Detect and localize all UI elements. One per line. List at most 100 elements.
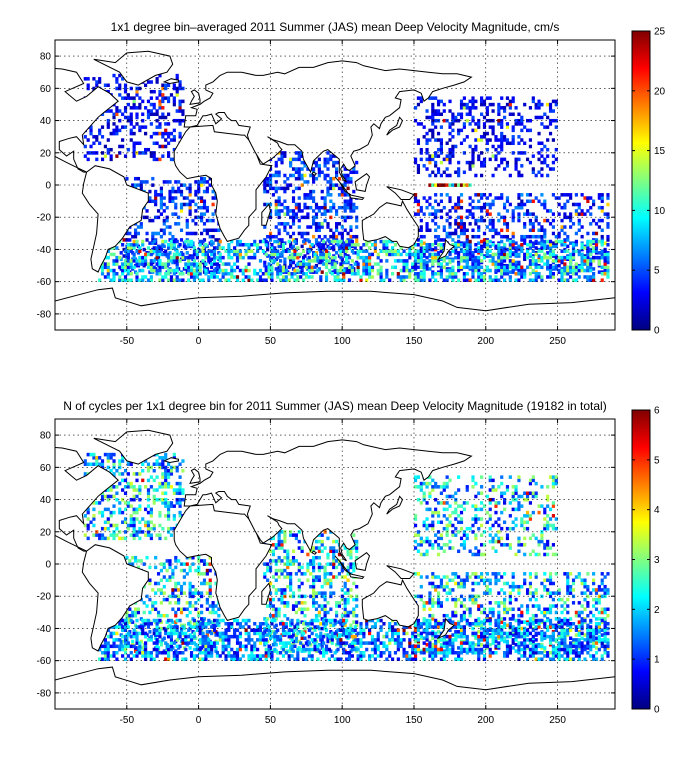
data-cell — [158, 514, 162, 518]
data-cell — [355, 225, 359, 229]
data-cell — [330, 239, 334, 244]
data-cell — [462, 539, 466, 544]
data-cell — [477, 262, 481, 266]
data-cell — [287, 265, 291, 270]
data-cell — [202, 572, 207, 576]
data-cell — [488, 125, 492, 129]
data-cell — [162, 613, 166, 618]
data-cell — [600, 278, 604, 282]
data-cell — [279, 278, 283, 282]
data-cell — [178, 131, 182, 136]
data-cell — [135, 472, 139, 476]
data-cell — [448, 268, 452, 273]
data-cell — [445, 485, 449, 489]
data-cell — [235, 243, 240, 247]
data-cell — [462, 543, 466, 547]
data-cell — [505, 252, 510, 257]
data-cell — [335, 160, 339, 165]
data-cell — [551, 259, 555, 263]
data-cell — [563, 265, 567, 270]
data-cell — [471, 147, 475, 152]
data-cell — [413, 546, 418, 550]
data-cell — [126, 504, 130, 508]
data-cell — [277, 597, 281, 602]
data-cell — [592, 272, 596, 276]
data-cell — [317, 578, 321, 583]
data-cell — [448, 259, 452, 263]
data-cell — [86, 86, 90, 91]
data-cell — [109, 533, 113, 537]
data-cell — [388, 249, 392, 253]
data-cell — [569, 255, 573, 260]
data-cell — [491, 202, 495, 207]
data-cell — [566, 193, 570, 197]
data-cell — [115, 526, 119, 531]
data-cell — [148, 597, 152, 602]
data-cell — [606, 196, 610, 200]
data-cell — [128, 559, 132, 563]
data-cell — [531, 255, 535, 260]
data-cell — [416, 533, 421, 537]
data-cell — [500, 275, 504, 279]
data-cell — [314, 601, 319, 605]
data-cell — [503, 268, 507, 273]
data-cell — [149, 510, 153, 515]
data-cell — [152, 249, 156, 253]
data-cell — [197, 186, 201, 191]
data-cell — [227, 252, 231, 257]
data-cell — [309, 562, 313, 566]
data-cell — [434, 112, 438, 117]
data-cell — [167, 485, 171, 489]
data-cell — [327, 259, 331, 263]
data-cell — [557, 268, 561, 273]
data-cell — [280, 568, 284, 573]
data-cell — [312, 209, 316, 213]
data-cell — [241, 268, 245, 273]
data-cell — [451, 151, 455, 155]
data-cell — [537, 106, 541, 110]
data-cell — [306, 212, 310, 216]
data-cell — [439, 501, 443, 505]
data-cell — [330, 272, 334, 276]
data-cell — [448, 131, 452, 136]
data-cell — [442, 157, 446, 162]
data-cell — [266, 176, 270, 181]
data-cell — [431, 523, 435, 528]
data-cell — [179, 607, 184, 612]
landmass — [311, 171, 318, 176]
data-cell — [161, 106, 165, 110]
data-cell — [508, 252, 512, 257]
data-cell — [210, 239, 214, 244]
data-cell — [448, 147, 452, 152]
data-cell — [471, 228, 475, 233]
data-cell — [508, 278, 512, 282]
data-cell — [355, 584, 359, 589]
data-cell — [312, 555, 316, 560]
data-cell — [172, 255, 176, 260]
data-cell — [517, 196, 521, 200]
data-cell — [465, 265, 469, 270]
data-cell — [267, 275, 271, 279]
data-cell — [280, 160, 284, 165]
data-cell — [603, 212, 607, 216]
data-cell — [129, 246, 133, 250]
data-cell — [540, 154, 544, 158]
data-cell — [274, 202, 278, 207]
data-cell — [359, 249, 363, 253]
landmass — [183, 60, 473, 183]
data-cell — [320, 196, 324, 200]
data-cell — [355, 543, 359, 547]
data-cell — [106, 272, 110, 276]
data-cell — [422, 278, 426, 282]
data-cell — [505, 272, 510, 276]
data-cell — [118, 536, 122, 541]
data-cell — [416, 96, 421, 100]
data-cell — [141, 255, 145, 260]
data-cell — [439, 243, 443, 247]
data-cell — [459, 517, 464, 521]
data-cell — [118, 462, 122, 467]
data-cell — [103, 520, 107, 525]
data-cell — [349, 225, 353, 229]
data-cell — [523, 241, 527, 245]
data-cell — [235, 275, 240, 279]
